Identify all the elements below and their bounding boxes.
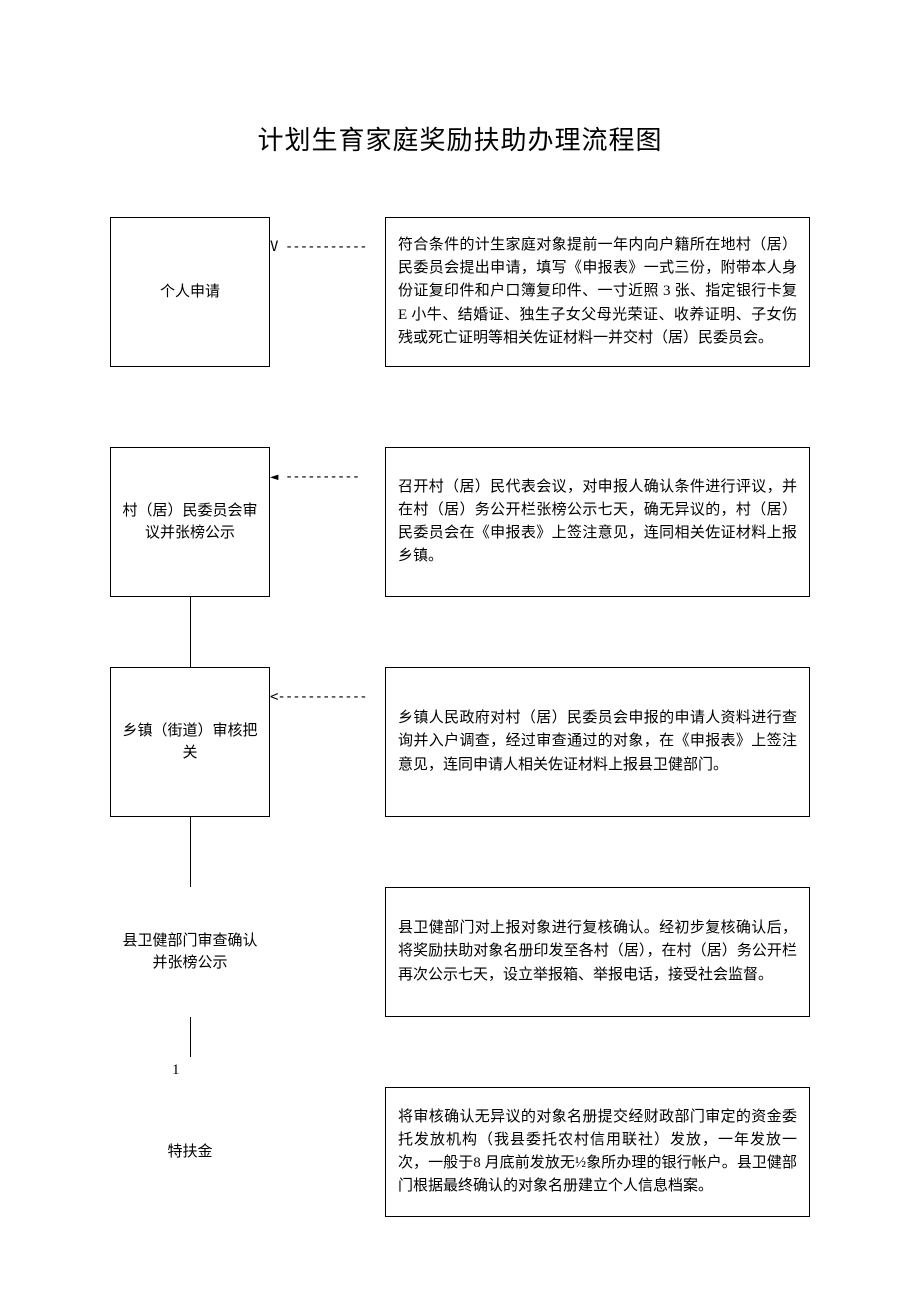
desc-box-3: 县卫健部门对上报对象进行复核确认。经初步复核确认后，将奖励扶助对象名册印发至各村…: [385, 887, 810, 1017]
connector-0: V -----------: [270, 217, 385, 367]
connector-4: [270, 1087, 385, 1217]
desc-box-4: 将审核确认无异议的对象名册提交经财政部门审定的资金委托发放机构（我县委托农村信用…: [385, 1087, 810, 1217]
flow-row: 村（居）民委员会审议并张榜公示 ◄ ---------- 召开村（居）民代表会议…: [110, 447, 810, 597]
flow-row: 个人申请 V ----------- 符合条件的计生家庭对象提前一年内向户籍所在…: [110, 217, 810, 367]
connector-3: [270, 887, 385, 1017]
v-spacer: [110, 367, 810, 447]
arrow-left-icon: <------------: [270, 689, 385, 705]
connector-1: ◄ ----------: [270, 447, 385, 597]
step-box-2: 乡镇（街道）审核把关: [110, 667, 270, 817]
step-box-0: 个人申请: [110, 217, 270, 367]
flow-row: 县卫健部门审查确认并张榜公示 县卫健部门对上报对象进行复核确认。经初步复核确认后…: [110, 887, 810, 1017]
arrow-left-icon: ◄ ----------: [270, 469, 385, 485]
spacer-label: 1: [172, 1062, 180, 1079]
step-box-3: 县卫健部门审查确认并张榜公示: [110, 887, 270, 1017]
step-box-4: 特扶金: [110, 1087, 270, 1217]
vertical-line-icon: [190, 817, 191, 887]
step-box-1: 村（居）民委员会审议并张榜公示: [110, 447, 270, 597]
desc-box-0: 符合条件的计生家庭对象提前一年内向户籍所在地村（居）民委员会提出申请，填写《申报…: [385, 217, 810, 367]
vertical-line-icon: [190, 1017, 191, 1057]
connector-2: <------------: [270, 667, 385, 817]
v-spacer: 1: [110, 1017, 810, 1087]
v-spacer: [110, 597, 810, 667]
vertical-line-icon: [190, 597, 191, 667]
desc-box-2: 乡镇人民政府对村（居）民委员会申报的申请人资料进行查询并入户调查，经过审查通过的…: [385, 667, 810, 817]
flow-row: 特扶金 将审核确认无异议的对象名册提交经财政部门审定的资金委托发放机构（我县委托…: [110, 1087, 810, 1217]
desc-box-1: 召开村（居）民代表会议，对申报人确认条件进行评议，并在村（居）务公开栏张榜公示七…: [385, 447, 810, 597]
v-spacer: [110, 817, 810, 887]
arrow-right-icon: V -----------: [270, 239, 385, 255]
flow-row: 乡镇（街道）审核把关 <------------ 乡镇人民政府对村（居）民委员会…: [110, 667, 810, 817]
page-title: 计划生育家庭奖励扶助办理流程图: [110, 120, 810, 157]
flowchart-page: 计划生育家庭奖励扶助办理流程图 个人申请 V ----------- 符合条件的…: [0, 0, 920, 1277]
